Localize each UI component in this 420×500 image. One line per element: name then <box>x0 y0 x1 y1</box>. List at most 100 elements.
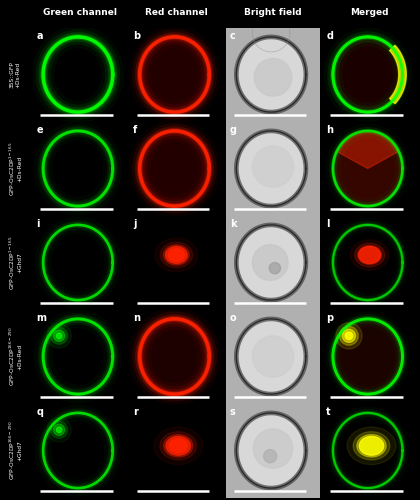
Text: k: k <box>230 220 236 230</box>
Circle shape <box>269 262 281 274</box>
Circle shape <box>47 418 71 442</box>
Polygon shape <box>329 221 406 304</box>
Circle shape <box>339 326 358 345</box>
Ellipse shape <box>160 432 197 460</box>
Polygon shape <box>42 36 114 114</box>
Polygon shape <box>137 34 212 115</box>
Circle shape <box>264 450 277 462</box>
Text: j: j <box>133 220 137 230</box>
Polygon shape <box>236 225 306 300</box>
Polygon shape <box>135 126 214 211</box>
Polygon shape <box>331 129 404 208</box>
Text: e: e <box>37 126 43 136</box>
Circle shape <box>252 336 294 377</box>
Polygon shape <box>37 126 118 212</box>
Ellipse shape <box>163 245 189 265</box>
Polygon shape <box>329 409 406 492</box>
Ellipse shape <box>160 242 193 268</box>
Ellipse shape <box>154 427 203 465</box>
Text: m: m <box>37 314 47 324</box>
Polygon shape <box>234 410 308 490</box>
Text: h: h <box>326 126 333 136</box>
Text: a: a <box>37 32 43 42</box>
Polygon shape <box>327 32 408 118</box>
Polygon shape <box>331 318 404 396</box>
Text: d: d <box>326 32 333 42</box>
Polygon shape <box>333 319 402 394</box>
Circle shape <box>336 322 362 349</box>
Ellipse shape <box>165 246 187 264</box>
Polygon shape <box>234 128 308 208</box>
Text: o: o <box>230 314 236 324</box>
Text: Red channel: Red channel <box>145 8 208 17</box>
Polygon shape <box>234 316 308 396</box>
Text: Bright field: Bright field <box>244 8 302 17</box>
Text: c: c <box>230 32 236 42</box>
Polygon shape <box>132 124 217 214</box>
Polygon shape <box>331 411 404 490</box>
Polygon shape <box>39 32 118 117</box>
Polygon shape <box>39 408 118 493</box>
Circle shape <box>342 329 355 342</box>
Circle shape <box>56 333 62 338</box>
Text: Green channel: Green channel <box>43 8 117 17</box>
Circle shape <box>53 424 65 436</box>
Ellipse shape <box>358 246 381 264</box>
Text: t: t <box>326 408 331 418</box>
Ellipse shape <box>347 427 396 465</box>
Text: b: b <box>133 32 140 42</box>
Polygon shape <box>42 412 114 490</box>
Polygon shape <box>40 222 116 303</box>
Ellipse shape <box>354 243 385 267</box>
Ellipse shape <box>168 248 184 262</box>
Polygon shape <box>138 318 211 396</box>
Text: l: l <box>326 220 330 230</box>
Text: q: q <box>37 408 44 418</box>
Polygon shape <box>234 222 308 302</box>
Text: Merged: Merged <box>350 8 389 17</box>
Polygon shape <box>330 34 405 115</box>
Polygon shape <box>129 308 221 406</box>
Ellipse shape <box>166 436 191 455</box>
Polygon shape <box>137 316 212 397</box>
Ellipse shape <box>350 240 389 270</box>
Polygon shape <box>132 30 217 120</box>
Text: g: g <box>230 126 237 136</box>
Ellipse shape <box>169 439 187 453</box>
Text: GFP-OsC2DP$^{166-290}$
+Ghd7: GFP-OsC2DP$^{166-290}$ +Ghd7 <box>8 420 23 480</box>
Polygon shape <box>333 131 402 206</box>
Polygon shape <box>138 130 211 208</box>
Ellipse shape <box>359 246 381 264</box>
Ellipse shape <box>155 238 198 272</box>
Polygon shape <box>236 319 306 394</box>
Polygon shape <box>135 32 214 117</box>
Polygon shape <box>236 131 306 206</box>
Polygon shape <box>331 36 404 114</box>
Polygon shape <box>41 317 115 396</box>
Polygon shape <box>39 220 118 305</box>
Circle shape <box>56 427 62 432</box>
Circle shape <box>53 330 65 342</box>
Text: GFP-OsC2DP$^{1-165}$
+Ds-Red: GFP-OsC2DP$^{1-165}$ +Ds-Red <box>8 142 23 196</box>
Polygon shape <box>39 315 116 398</box>
Polygon shape <box>390 46 406 104</box>
Polygon shape <box>328 314 407 399</box>
Polygon shape <box>140 131 209 206</box>
Polygon shape <box>37 314 118 400</box>
Text: s: s <box>230 408 236 418</box>
Circle shape <box>51 422 68 438</box>
Polygon shape <box>330 316 405 397</box>
Circle shape <box>253 429 293 469</box>
Ellipse shape <box>357 434 386 457</box>
Circle shape <box>345 332 353 340</box>
Polygon shape <box>329 127 406 210</box>
Circle shape <box>47 324 71 348</box>
Polygon shape <box>140 37 209 112</box>
Polygon shape <box>138 36 211 114</box>
Circle shape <box>51 328 68 344</box>
Text: p: p <box>326 314 333 324</box>
Ellipse shape <box>359 436 384 455</box>
Circle shape <box>254 58 292 96</box>
Text: i: i <box>37 220 40 230</box>
Ellipse shape <box>353 432 390 460</box>
